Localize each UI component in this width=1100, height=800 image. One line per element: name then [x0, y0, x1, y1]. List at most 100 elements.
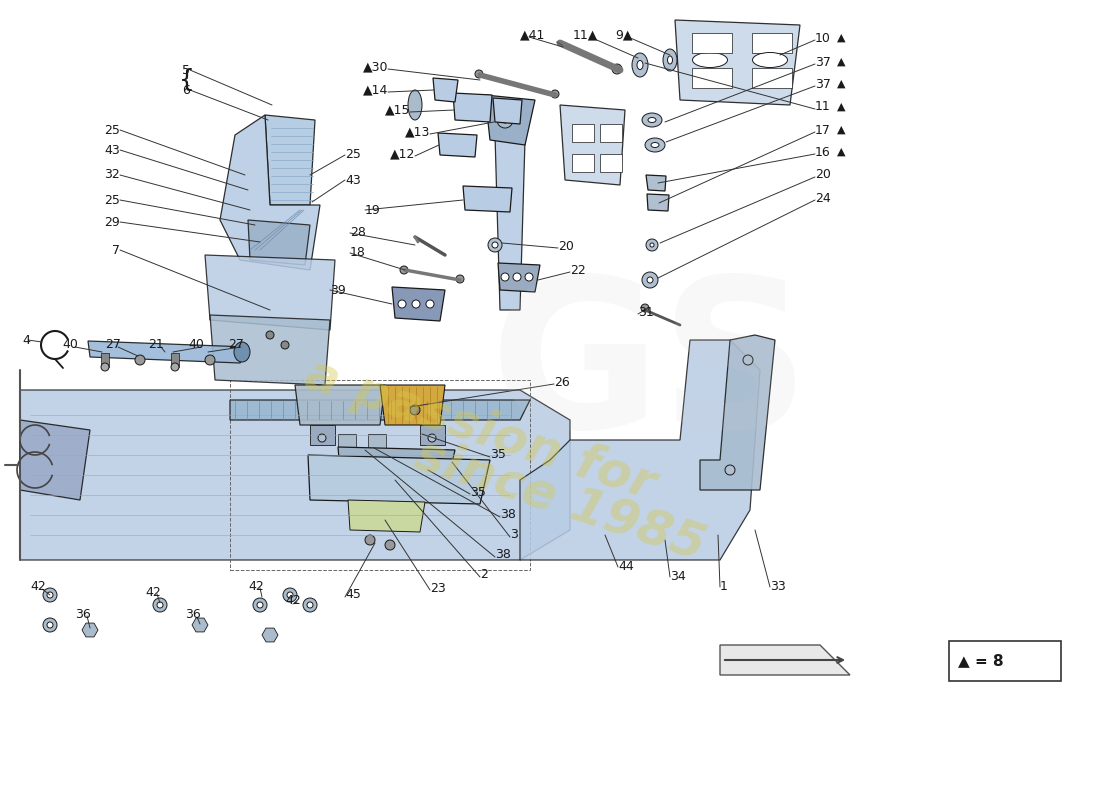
Bar [101, 353, 109, 367]
Circle shape [500, 273, 509, 281]
Bar [572, 124, 594, 142]
Bar [600, 124, 621, 142]
Text: ▲12: ▲12 [389, 147, 415, 161]
Text: ▲: ▲ [837, 79, 846, 89]
Text: 32: 32 [104, 169, 120, 182]
Polygon shape [675, 20, 800, 105]
Polygon shape [463, 186, 512, 212]
Polygon shape [348, 500, 425, 532]
Ellipse shape [632, 53, 648, 77]
Ellipse shape [651, 142, 659, 147]
Polygon shape [485, 95, 535, 145]
Circle shape [47, 622, 53, 628]
Circle shape [410, 405, 420, 415]
Text: 42: 42 [248, 579, 264, 593]
Circle shape [43, 588, 57, 602]
Polygon shape [647, 194, 669, 211]
Text: 42: 42 [285, 594, 300, 606]
Text: 44: 44 [618, 561, 634, 574]
Ellipse shape [693, 53, 727, 67]
Circle shape [492, 242, 498, 248]
Bar [600, 154, 621, 172]
Circle shape [647, 277, 653, 283]
Text: 20: 20 [815, 169, 830, 182]
Text: ▲41: ▲41 [520, 29, 546, 42]
Text: 23: 23 [430, 582, 446, 594]
Text: 22: 22 [570, 263, 585, 277]
Text: 11: 11 [815, 101, 830, 114]
Text: 4: 4 [22, 334, 30, 346]
Circle shape [257, 602, 263, 608]
Text: 17: 17 [815, 123, 830, 137]
Circle shape [641, 304, 649, 312]
Text: GS: GS [490, 269, 811, 471]
Text: 25: 25 [104, 194, 120, 206]
Circle shape [412, 300, 420, 308]
Circle shape [280, 341, 289, 349]
Text: 29: 29 [104, 215, 120, 229]
Text: 43: 43 [345, 174, 361, 186]
Polygon shape [520, 340, 760, 560]
Bar [752, 68, 792, 88]
Text: 35: 35 [490, 449, 506, 462]
Ellipse shape [408, 90, 422, 120]
Polygon shape [88, 341, 248, 363]
Text: ▲: ▲ [837, 147, 846, 157]
Polygon shape [210, 315, 330, 385]
Text: 39: 39 [330, 283, 345, 297]
Text: 28: 28 [350, 226, 366, 239]
Circle shape [302, 598, 317, 612]
Circle shape [513, 273, 521, 281]
Text: 20: 20 [558, 239, 574, 253]
Text: 36: 36 [75, 607, 90, 621]
Polygon shape [20, 420, 90, 500]
Circle shape [318, 434, 326, 442]
Circle shape [650, 243, 654, 247]
Bar [338, 434, 356, 450]
Bar [752, 33, 792, 53]
Text: 11▲: 11▲ [573, 29, 598, 42]
Polygon shape [230, 400, 530, 420]
Text: ▲: ▲ [837, 102, 846, 112]
Text: 40: 40 [62, 338, 78, 351]
Text: 43: 43 [104, 143, 120, 157]
Polygon shape [493, 98, 522, 124]
Circle shape [398, 300, 406, 308]
Circle shape [266, 331, 274, 339]
Polygon shape [248, 220, 310, 265]
Ellipse shape [752, 53, 788, 67]
Text: 33: 33 [770, 581, 785, 594]
Polygon shape [495, 135, 525, 310]
Text: 21: 21 [148, 338, 164, 351]
Circle shape [253, 598, 267, 612]
Text: 35: 35 [470, 486, 486, 498]
Text: 2: 2 [480, 569, 488, 582]
Text: ▲30: ▲30 [363, 61, 388, 74]
Text: 38: 38 [500, 509, 516, 522]
Polygon shape [338, 447, 455, 472]
Text: 27: 27 [228, 338, 244, 351]
Text: 37: 37 [815, 55, 830, 69]
Text: 1: 1 [720, 581, 728, 594]
Text: 16: 16 [815, 146, 830, 158]
Text: ▲: ▲ [837, 33, 846, 43]
Text: 34: 34 [670, 570, 685, 583]
Text: 27: 27 [104, 338, 121, 351]
Polygon shape [205, 255, 336, 330]
Circle shape [307, 602, 314, 608]
Circle shape [365, 535, 375, 545]
Text: 25: 25 [104, 123, 120, 137]
Circle shape [475, 70, 483, 78]
Text: 7: 7 [112, 243, 120, 257]
Circle shape [612, 64, 621, 74]
Polygon shape [438, 133, 477, 157]
Text: 10: 10 [815, 31, 830, 45]
Text: 24: 24 [815, 191, 830, 205]
Circle shape [525, 273, 533, 281]
Text: {: { [179, 68, 195, 92]
Circle shape [642, 272, 658, 288]
Text: ▲: ▲ [837, 125, 846, 135]
Bar [368, 434, 386, 450]
Text: 37: 37 [815, 78, 830, 90]
Text: 42: 42 [145, 586, 161, 598]
